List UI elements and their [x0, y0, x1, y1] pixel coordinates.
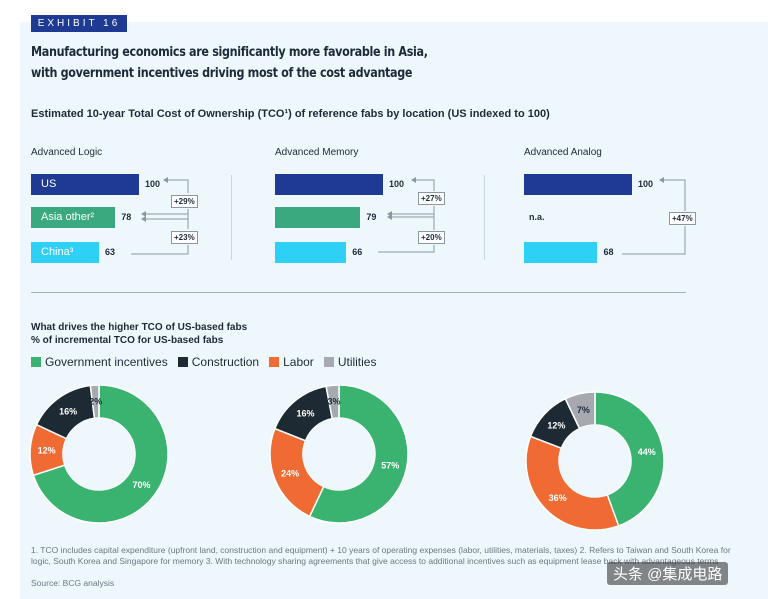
value-label: 63: [105, 247, 116, 257]
legend-item-labor: Labor: [269, 355, 314, 369]
legend-swatch: [269, 357, 280, 367]
value-label: 100: [145, 179, 161, 189]
bar-label: US: [41, 178, 57, 190]
legend-label: Utilities: [337, 355, 377, 369]
column-divider: [231, 175, 232, 260]
footnote: 1. TCO includes capital expenditure (upf…: [31, 545, 731, 566]
bar-memory-china: [275, 242, 347, 263]
headline-line-1: Manufacturing economics are significantl…: [31, 45, 428, 60]
column-divider: [484, 175, 485, 260]
value-label: 66: [352, 247, 363, 257]
bar-label: China³: [41, 246, 74, 258]
group-title-logic: Advanced Logic: [31, 147, 103, 158]
section-divider: [31, 292, 686, 293]
legend: Government incentives Construction Labor…: [31, 355, 376, 369]
donut-chart-title: What drives the higher TCO of US-based f…: [31, 322, 248, 333]
bar-label: Asia other²: [41, 211, 95, 223]
value-label: 68: [603, 247, 614, 257]
diff-badge: +27%: [418, 192, 445, 205]
bar-logic-asia: Asia other²: [31, 207, 116, 228]
bar-memory-asia: [275, 207, 361, 228]
watermark: 头条 @集成电路: [607, 562, 729, 585]
value-label: 78: [121, 212, 132, 222]
donut-chart-subtitle: % of incremental TCO for US-based fabs: [31, 335, 224, 346]
source-note: Source: BCG analysis: [31, 578, 115, 588]
legend-swatch: [323, 357, 334, 367]
headline-line-2: with government incentives driving most …: [31, 66, 413, 81]
bar-analog-china: [524, 242, 598, 263]
exhibit-label: EXHIBIT 16: [31, 15, 127, 32]
legend-swatch: [177, 357, 188, 367]
diff-badge: +29%: [171, 195, 198, 208]
bar-logic-us: US: [31, 174, 139, 195]
value-label: 100: [638, 179, 654, 189]
diff-badge: +20%: [418, 231, 445, 244]
legend-label: Labor: [283, 355, 314, 369]
bar-analog-us: [524, 174, 632, 195]
legend-item-utilities: Utilities: [323, 355, 377, 369]
legend-label: Construction: [191, 355, 260, 369]
group-title-analog: Advanced Analog: [524, 147, 602, 158]
value-label: 79: [366, 212, 377, 222]
legend-item-government: Government incentives: [31, 355, 168, 369]
bar-memory-us: [275, 174, 383, 195]
group-title-memory: Advanced Memory: [275, 147, 359, 158]
bar-logic-china: China³: [31, 242, 100, 263]
legend-item-construction: Construction: [177, 355, 260, 369]
value-label: 100: [389, 179, 405, 189]
bar-chart-title: Estimated 10-year Total Cost of Ownershi…: [31, 108, 550, 120]
legend-label: Government incentives: [45, 355, 168, 369]
diff-badge: +47%: [669, 212, 696, 225]
legend-swatch: [31, 357, 41, 367]
diff-badge: +23%: [171, 231, 198, 244]
value-label-na: n.a.: [529, 212, 545, 222]
